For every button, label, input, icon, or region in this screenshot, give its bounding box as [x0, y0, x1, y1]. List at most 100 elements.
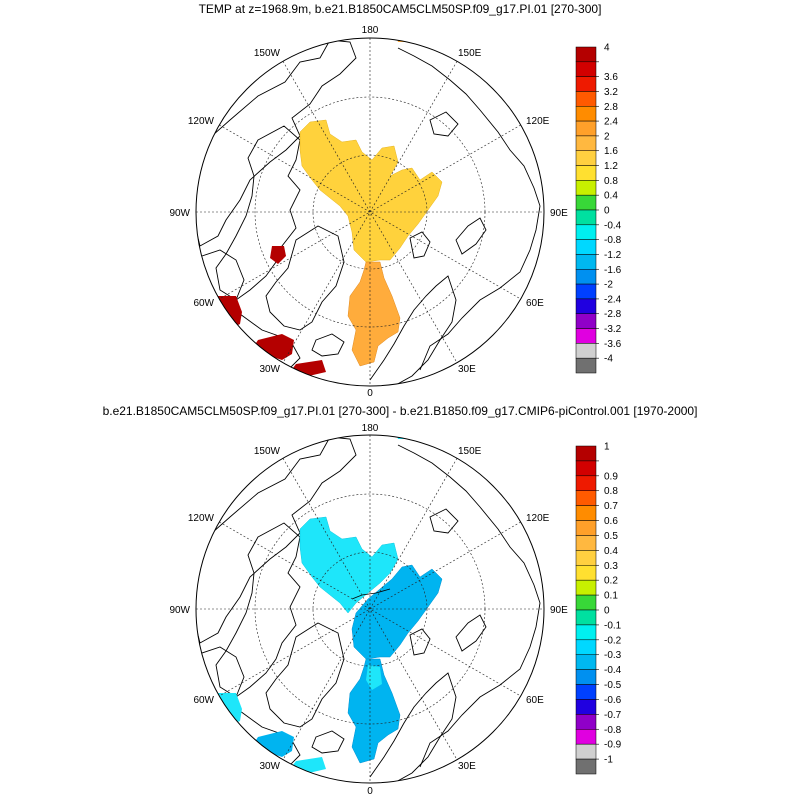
bottom-coast-north-america — [196, 436, 357, 644]
top-polar-map: 180 150E 120E 90E 60E 30E 0 30W 60W 90W … — [169, 25, 621, 399]
bottom-colorbar-label: 0.9 — [604, 471, 618, 482]
bottom-colorbar-label: 0.4 — [604, 546, 618, 557]
bottom-colorbar-label: -0.8 — [604, 725, 622, 736]
bottom-coast-siberia-islands — [429, 508, 459, 534]
top-colorbar-swatch — [575, 283, 597, 300]
bottom-coast-novaya — [455, 614, 487, 652]
top-colorbar-swatch — [575, 165, 597, 181]
bottom-colorbar-swatch — [575, 550, 597, 566]
bottom-colorbar-label: -0.2 — [604, 635, 622, 646]
bottom-lon-label-150w: 150W — [254, 446, 281, 457]
bottom-colorbar-label: -0.7 — [604, 710, 622, 721]
bottom-colorbar-swatch — [575, 460, 597, 477]
bottom-colorbar-label: 0.5 — [604, 531, 618, 542]
top-colorbar-label: 3.6 — [604, 72, 618, 83]
top-colorbar-label: -1.6 — [604, 265, 622, 276]
top-lon-label-90e: 90E — [550, 208, 568, 219]
bottom-colorbar-swatch — [575, 669, 597, 685]
bottom-map-border — [195, 434, 545, 784]
top-colorbar-swatch — [575, 61, 597, 77]
bottom-coast-greenland — [265, 622, 345, 728]
top-colorbar-swatch — [575, 120, 597, 137]
top-colorbar-label: -2.4 — [604, 294, 622, 305]
bottom-colorbar-swatch — [575, 714, 597, 730]
bottom-longitude-labels: 180 150E 120E 90E 60E 30E 0 30W 60W 90W … — [169, 423, 568, 797]
top-region-atlantic-tongue — [347, 261, 401, 367]
top-colorbar-label: -1.2 — [604, 250, 622, 261]
bottom-lon-label-30e: 30E — [458, 761, 476, 772]
top-lon-label-0: 0 — [367, 388, 373, 399]
bottom-colorbar-label: -0.5 — [604, 680, 622, 691]
bottom-lon-label-30w: 30W — [259, 761, 280, 772]
bottom-colorbar-swatch — [575, 684, 597, 700]
bottom-coast-scandinavia — [369, 672, 457, 783]
bottom-colorbar-label: -1 — [604, 755, 613, 766]
bottom-colorbar-swatch — [575, 639, 597, 655]
bottom-lon-label-120e: 120E — [526, 513, 550, 524]
bottom-coast-eurasia — [397, 444, 541, 768]
top-lon-label-150e: 150E — [458, 48, 482, 59]
bottom-colorbar-label: 0.8 — [604, 486, 618, 497]
bottom-colorbar-swatch — [575, 758, 597, 775]
top-coast-greenland — [265, 225, 345, 331]
bottom-lon-label-60w: 60W — [193, 695, 214, 706]
bottom-graticule — [196, 435, 544, 783]
top-map-border — [195, 37, 545, 387]
top-colorbar-label: 3.2 — [604, 87, 618, 98]
top-colorbar-swatch — [575, 239, 597, 255]
top-colorbar-swatch — [575, 209, 597, 226]
top-colorbar-label: 2 — [604, 131, 610, 142]
top-colorbar-swatch — [575, 254, 597, 270]
top-colorbar-label: -2 — [604, 280, 613, 291]
top-colorbar-swatch — [575, 298, 597, 314]
top-coast-novaya — [455, 217, 487, 255]
bottom-colorbar-label: -0.6 — [604, 695, 622, 706]
top-colorbar-swatch — [575, 180, 597, 196]
top-colorbar-swatch — [575, 135, 597, 151]
bottom-colorbar-swatch — [575, 699, 597, 715]
bottom-colorbar-swatch — [575, 594, 597, 611]
top-lon-label-150w: 150W — [254, 48, 281, 59]
bottom-lon-label-60e: 60E — [526, 695, 544, 706]
bottom-colorbar-label: -0.3 — [604, 650, 622, 661]
top-colorbar-swatch — [575, 269, 597, 285]
top-lon-label-30w: 30W — [259, 364, 280, 375]
top-colorbar-label: -3.2 — [604, 324, 622, 335]
bottom-colorbar-label: -0.1 — [604, 620, 622, 631]
bottom-colorbar-label: 0 — [604, 606, 610, 617]
bottom-lon-label-90w: 90W — [169, 605, 190, 616]
bottom-coast-arctic-islands — [215, 522, 301, 698]
top-colorbar-swatch — [575, 328, 597, 344]
top-colorbar-swatch — [575, 224, 597, 240]
top-graticule — [196, 38, 544, 386]
bottom-lon-label-0: 0 — [367, 786, 373, 797]
top-lon-label-120w: 120W — [188, 116, 215, 127]
top-colorbar-label: 0.4 — [604, 191, 618, 202]
bottom-colorbar-swatch — [575, 743, 597, 760]
top-colorbar-label: 1.2 — [604, 161, 618, 172]
top-lon-label-60w: 60W — [193, 298, 214, 309]
bottom-colorbar-label: 1 — [604, 442, 610, 453]
top-colorbar-swatch — [575, 76, 597, 92]
bottom-lon-label-120w: 120W — [188, 513, 215, 524]
top-lon-label-180: 180 — [362, 25, 379, 36]
top-colorbar-swatch — [575, 106, 597, 122]
top-colorbar-swatch — [575, 194, 597, 211]
top-colorbar-label: 1.6 — [604, 146, 618, 157]
top-colorbar-label: -3.6 — [604, 339, 622, 350]
top-colorbar-swatch — [575, 150, 597, 166]
bottom-polar-map: 180 150E 120E 90E 60E 30E 0 30W 60W 90W … — [169, 423, 621, 797]
bottom-region-atlantic — [347, 658, 401, 764]
bottom-colorbar-label: 0.7 — [604, 501, 618, 512]
top-colorbar-swatch — [575, 313, 597, 329]
bottom-colorbar-swatch — [575, 624, 597, 641]
top-coast-arctic-islands — [215, 125, 301, 301]
bottom-colorbar-swatch — [575, 490, 597, 506]
top-lon-label-60e: 60E — [526, 298, 544, 309]
top-colorbar-label: -0.4 — [604, 220, 622, 231]
top-lon-label-120e: 120E — [526, 116, 550, 127]
top-field-regions — [214, 38, 443, 378]
top-colorbar-label: 0.8 — [604, 176, 618, 187]
bottom-colorbar-swatch — [575, 729, 597, 745]
